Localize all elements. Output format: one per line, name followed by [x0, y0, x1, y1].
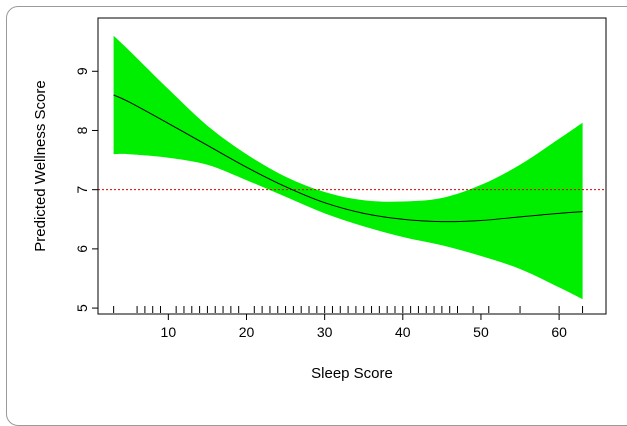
fitted-line — [113, 94, 583, 223]
x-tick-label: 30 — [317, 324, 333, 340]
y-tick-label: 8 — [74, 126, 90, 134]
y-tick-label: 5 — [74, 304, 90, 312]
x-tick-label: 60 — [551, 324, 567, 340]
x-axis-label: Sleep Score — [311, 365, 393, 381]
y-tick-label: 7 — [74, 186, 90, 194]
x-tick-label: 50 — [473, 324, 489, 340]
x-tick-label: 20 — [239, 324, 255, 340]
y-axis-label: Predicted Wellness Score — [32, 80, 49, 251]
y-tick-label: 6 — [74, 245, 90, 253]
x-tick-label: 10 — [161, 324, 177, 340]
confidence-band — [113, 35, 583, 300]
x-tick-label: 40 — [395, 324, 411, 340]
chart: 10 20 30 40 50 60 5 6 7 8 9 Sleep Score Predicted … — [32, 17, 607, 381]
plot-border — [97, 17, 607, 315]
y-tick-label: 9 — [74, 67, 90, 75]
